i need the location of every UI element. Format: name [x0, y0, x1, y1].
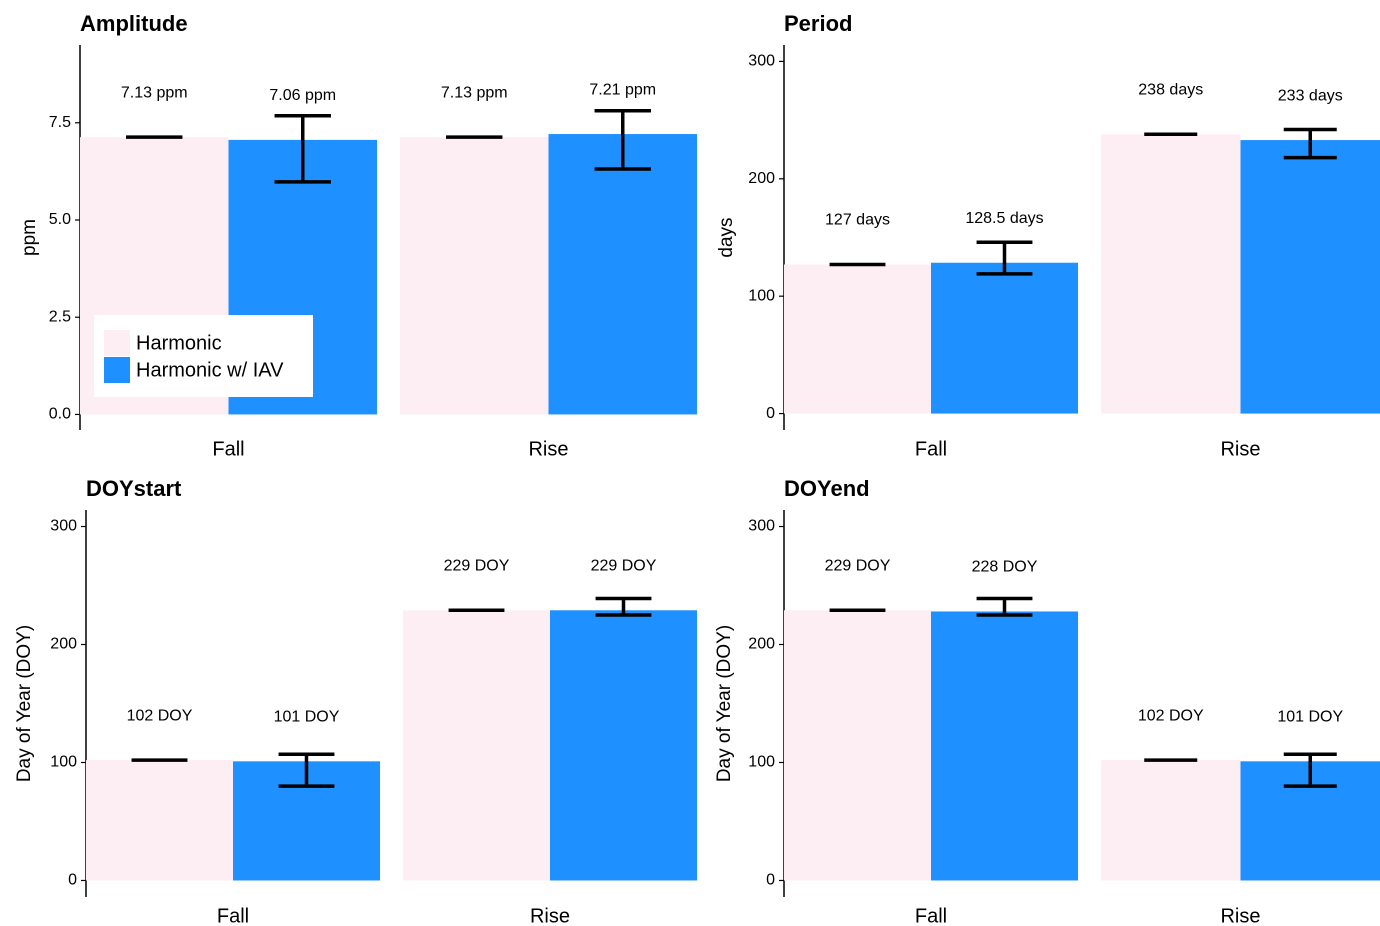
x-tick-label: Fall: [212, 438, 244, 460]
legend-swatch: [104, 357, 130, 383]
error-bar: [595, 596, 652, 617]
error-bar: [976, 240, 1033, 276]
value-label: 102 DOY: [127, 707, 193, 724]
bar: [1240, 140, 1380, 414]
y-tick-label: 300: [748, 53, 775, 70]
bar: [784, 264, 931, 414]
value-label: 101 DOY: [1277, 709, 1343, 726]
error-bar: [594, 108, 651, 171]
x-tick-label: Rise: [530, 905, 570, 926]
y-tick-label: 0: [766, 872, 775, 889]
bar: [403, 610, 550, 881]
error-bar: [274, 114, 331, 184]
value-label: 7.06 ppm: [269, 87, 336, 104]
x-tick-label: Fall: [915, 438, 947, 460]
x-tick-label: Rise: [1220, 438, 1260, 460]
value-label: 229 DOY: [591, 558, 657, 575]
value-label: 229 DOY: [444, 558, 510, 575]
y-tick-label: 100: [748, 287, 775, 304]
bar: [931, 262, 1078, 414]
y-tick-label: 100: [50, 754, 77, 771]
value-label: 229 DOY: [825, 558, 891, 575]
bar: [784, 610, 931, 881]
x-tick-label: Fall: [217, 905, 249, 926]
value-label: 238 days: [1138, 81, 1203, 98]
panel-title: DOYend: [784, 476, 870, 501]
bar: [400, 137, 549, 415]
y-axis-label: Day of Year (DOY): [14, 625, 35, 782]
legend-label: Harmonic w/ IAV: [136, 359, 284, 381]
bar: [1101, 760, 1241, 881]
value-label: 233 days: [1278, 87, 1343, 104]
y-axis-label: ppm: [19, 219, 40, 256]
legend-swatch: [104, 330, 130, 356]
y-tick-label: 300: [50, 518, 77, 535]
error-bar: [278, 752, 335, 788]
panel-title: Period: [784, 11, 852, 36]
y-tick-label: 0: [68, 872, 77, 889]
y-tick-label: 0.0: [49, 406, 71, 423]
y-tick-label: 300: [748, 518, 775, 535]
bar: [931, 611, 1078, 881]
value-label: 7.13 ppm: [121, 84, 188, 101]
value-label: 7.13 ppm: [441, 84, 508, 101]
error-bar: [1283, 127, 1337, 160]
bar: [1101, 134, 1241, 414]
y-tick-label: 7.5: [49, 114, 71, 131]
x-tick-label: Rise: [1220, 905, 1260, 926]
y-tick-label: 200: [748, 636, 775, 653]
value-label: 127 days: [825, 212, 890, 229]
y-axis-label: Day of Year (DOY): [714, 625, 735, 782]
value-label: 102 DOY: [1138, 707, 1204, 724]
panel-title: Amplitude: [80, 11, 188, 36]
y-tick-label: 2.5: [49, 308, 71, 325]
y-tick-label: 200: [50, 636, 77, 653]
x-tick-label: Fall: [915, 905, 947, 926]
bar: [548, 134, 697, 415]
y-tick-label: 0: [766, 405, 775, 422]
y-tick-label: 100: [748, 754, 775, 771]
y-axis-label: days: [716, 217, 737, 257]
value-label: 7.21 ppm: [589, 81, 656, 98]
legend-label: Harmonic: [136, 332, 222, 354]
value-label: 128.5 days: [965, 210, 1043, 227]
panel-title: DOYstart: [86, 476, 182, 501]
x-tick-label: Rise: [528, 438, 568, 460]
bar: [86, 760, 233, 881]
y-tick-label: 5.0: [49, 211, 71, 228]
value-label: 101 DOY: [274, 709, 340, 726]
error-bar: [1283, 752, 1337, 788]
legend-box: [94, 315, 313, 397]
bar: [550, 610, 697, 881]
error-bar: [976, 596, 1033, 617]
value-label: 228 DOY: [972, 559, 1038, 576]
y-tick-label: 200: [748, 170, 775, 187]
